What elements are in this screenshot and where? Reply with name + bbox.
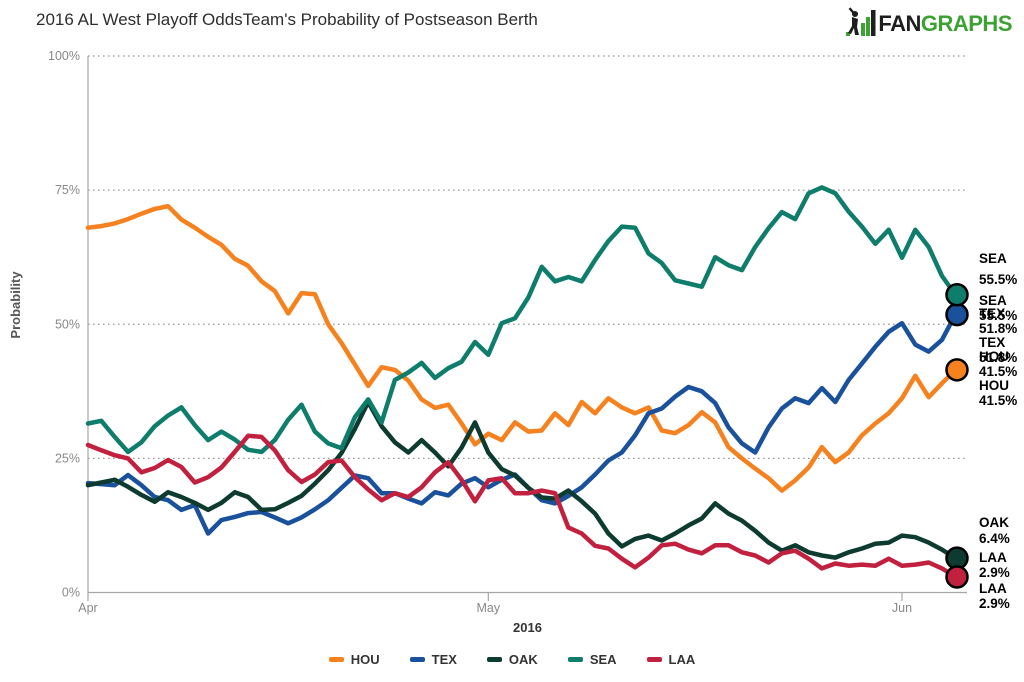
end-label-team-SEA-1: SEA (979, 293, 1007, 308)
end-label-team-LAA-8: LAA (979, 581, 1007, 596)
legend-swatch-OAK (486, 657, 502, 662)
series-endpoint-marker-TEX (945, 302, 969, 327)
legend-label-SEA: SEA (589, 652, 617, 667)
x-tick-label-Jun: Jun (892, 601, 912, 615)
end-label-team-HOU-4: HOU (979, 349, 1009, 364)
end-label-pct-OAK-6: 6.4% (979, 531, 1010, 546)
end-label-pct-TEX-3: 51.8% (979, 350, 1017, 365)
legend-item-TEX: TEX (409, 652, 457, 667)
legend-label-HOU: HOU (350, 652, 380, 667)
series-line-TEX (85, 312, 958, 536)
legend-swatch-TEX (409, 657, 425, 662)
end-label-pct-HOU-4: 41.5% (979, 364, 1017, 379)
end-label-team-LAA-7: LAA (979, 550, 1007, 565)
page-title: 2016 AL West Playoff OddsTeam's Probabil… (36, 10, 538, 29)
legend-swatch-LAA (646, 657, 662, 662)
series-line-OAK (85, 399, 958, 561)
legend-item-SEA: SEA (567, 652, 617, 667)
legend-item-OAK: OAK (486, 652, 538, 667)
end-label-team-SEA-0: SEA (979, 251, 1007, 266)
legend-swatch-HOU (328, 657, 344, 662)
y-axis-title: Probability (8, 271, 23, 339)
end-label-pct-SEA-0: 55.5% (979, 272, 1017, 287)
legend-label-LAA: LAA (668, 652, 696, 667)
end-label-team-OAK-6: OAK (979, 515, 1009, 530)
series-endpoint-marker-SEA (945, 282, 969, 307)
logo-text-fan: FAN (878, 11, 921, 36)
end-label-pct-SEA-1: 55.5% (979, 308, 1017, 323)
end-label-pct-TEX-2: 51.8% (979, 321, 1017, 336)
end-label-pct-LAA-8: 2.9% (979, 596, 1010, 611)
end-label-pct-HOU-5: 41.5% (979, 393, 1017, 408)
end-label-team-HOU-5: HOU (979, 378, 1009, 393)
logo-text-graphs: GRAPHS (920, 11, 1013, 36)
series-endpoint-marker-LAA (945, 565, 969, 589)
legend-label-OAK: OAK (508, 652, 538, 667)
legend-label-TEX: TEX (431, 652, 457, 667)
y-tick-label-75: 75% (55, 183, 80, 197)
y-tick-label-100: 100% (48, 49, 80, 63)
chart-legend: HOU TEX OAK SEA LAA (0, 652, 1024, 667)
x-tick-label-May: May (477, 601, 501, 615)
series-line-HOU (85, 203, 958, 493)
x-tick-label-Apr: Apr (78, 601, 97, 615)
legend-swatch-SEA (567, 657, 583, 662)
y-tick-label-0: 0% (62, 586, 80, 600)
legend-item-HOU: HOU (328, 652, 380, 667)
x-axis-title: 2016 (513, 620, 542, 635)
series-line-SEA (85, 185, 958, 455)
end-label-team-TEX-2: TEX (979, 306, 1005, 321)
end-label-team-TEX-3: TEX (979, 335, 1005, 350)
series-endpoint-marker-HOU (945, 358, 969, 382)
y-tick-label-25: 25% (55, 451, 80, 465)
y-tick-label-50: 50% (55, 317, 80, 331)
series-line-LAA (85, 433, 958, 580)
end-label-pct-LAA-7: 2.9% (979, 565, 1010, 580)
fangraphs-batter-icon (846, 7, 876, 36)
legend-item-LAA: LAA (646, 652, 696, 667)
fangraphs-logo: FAN GRAPHS (846, 7, 1013, 37)
